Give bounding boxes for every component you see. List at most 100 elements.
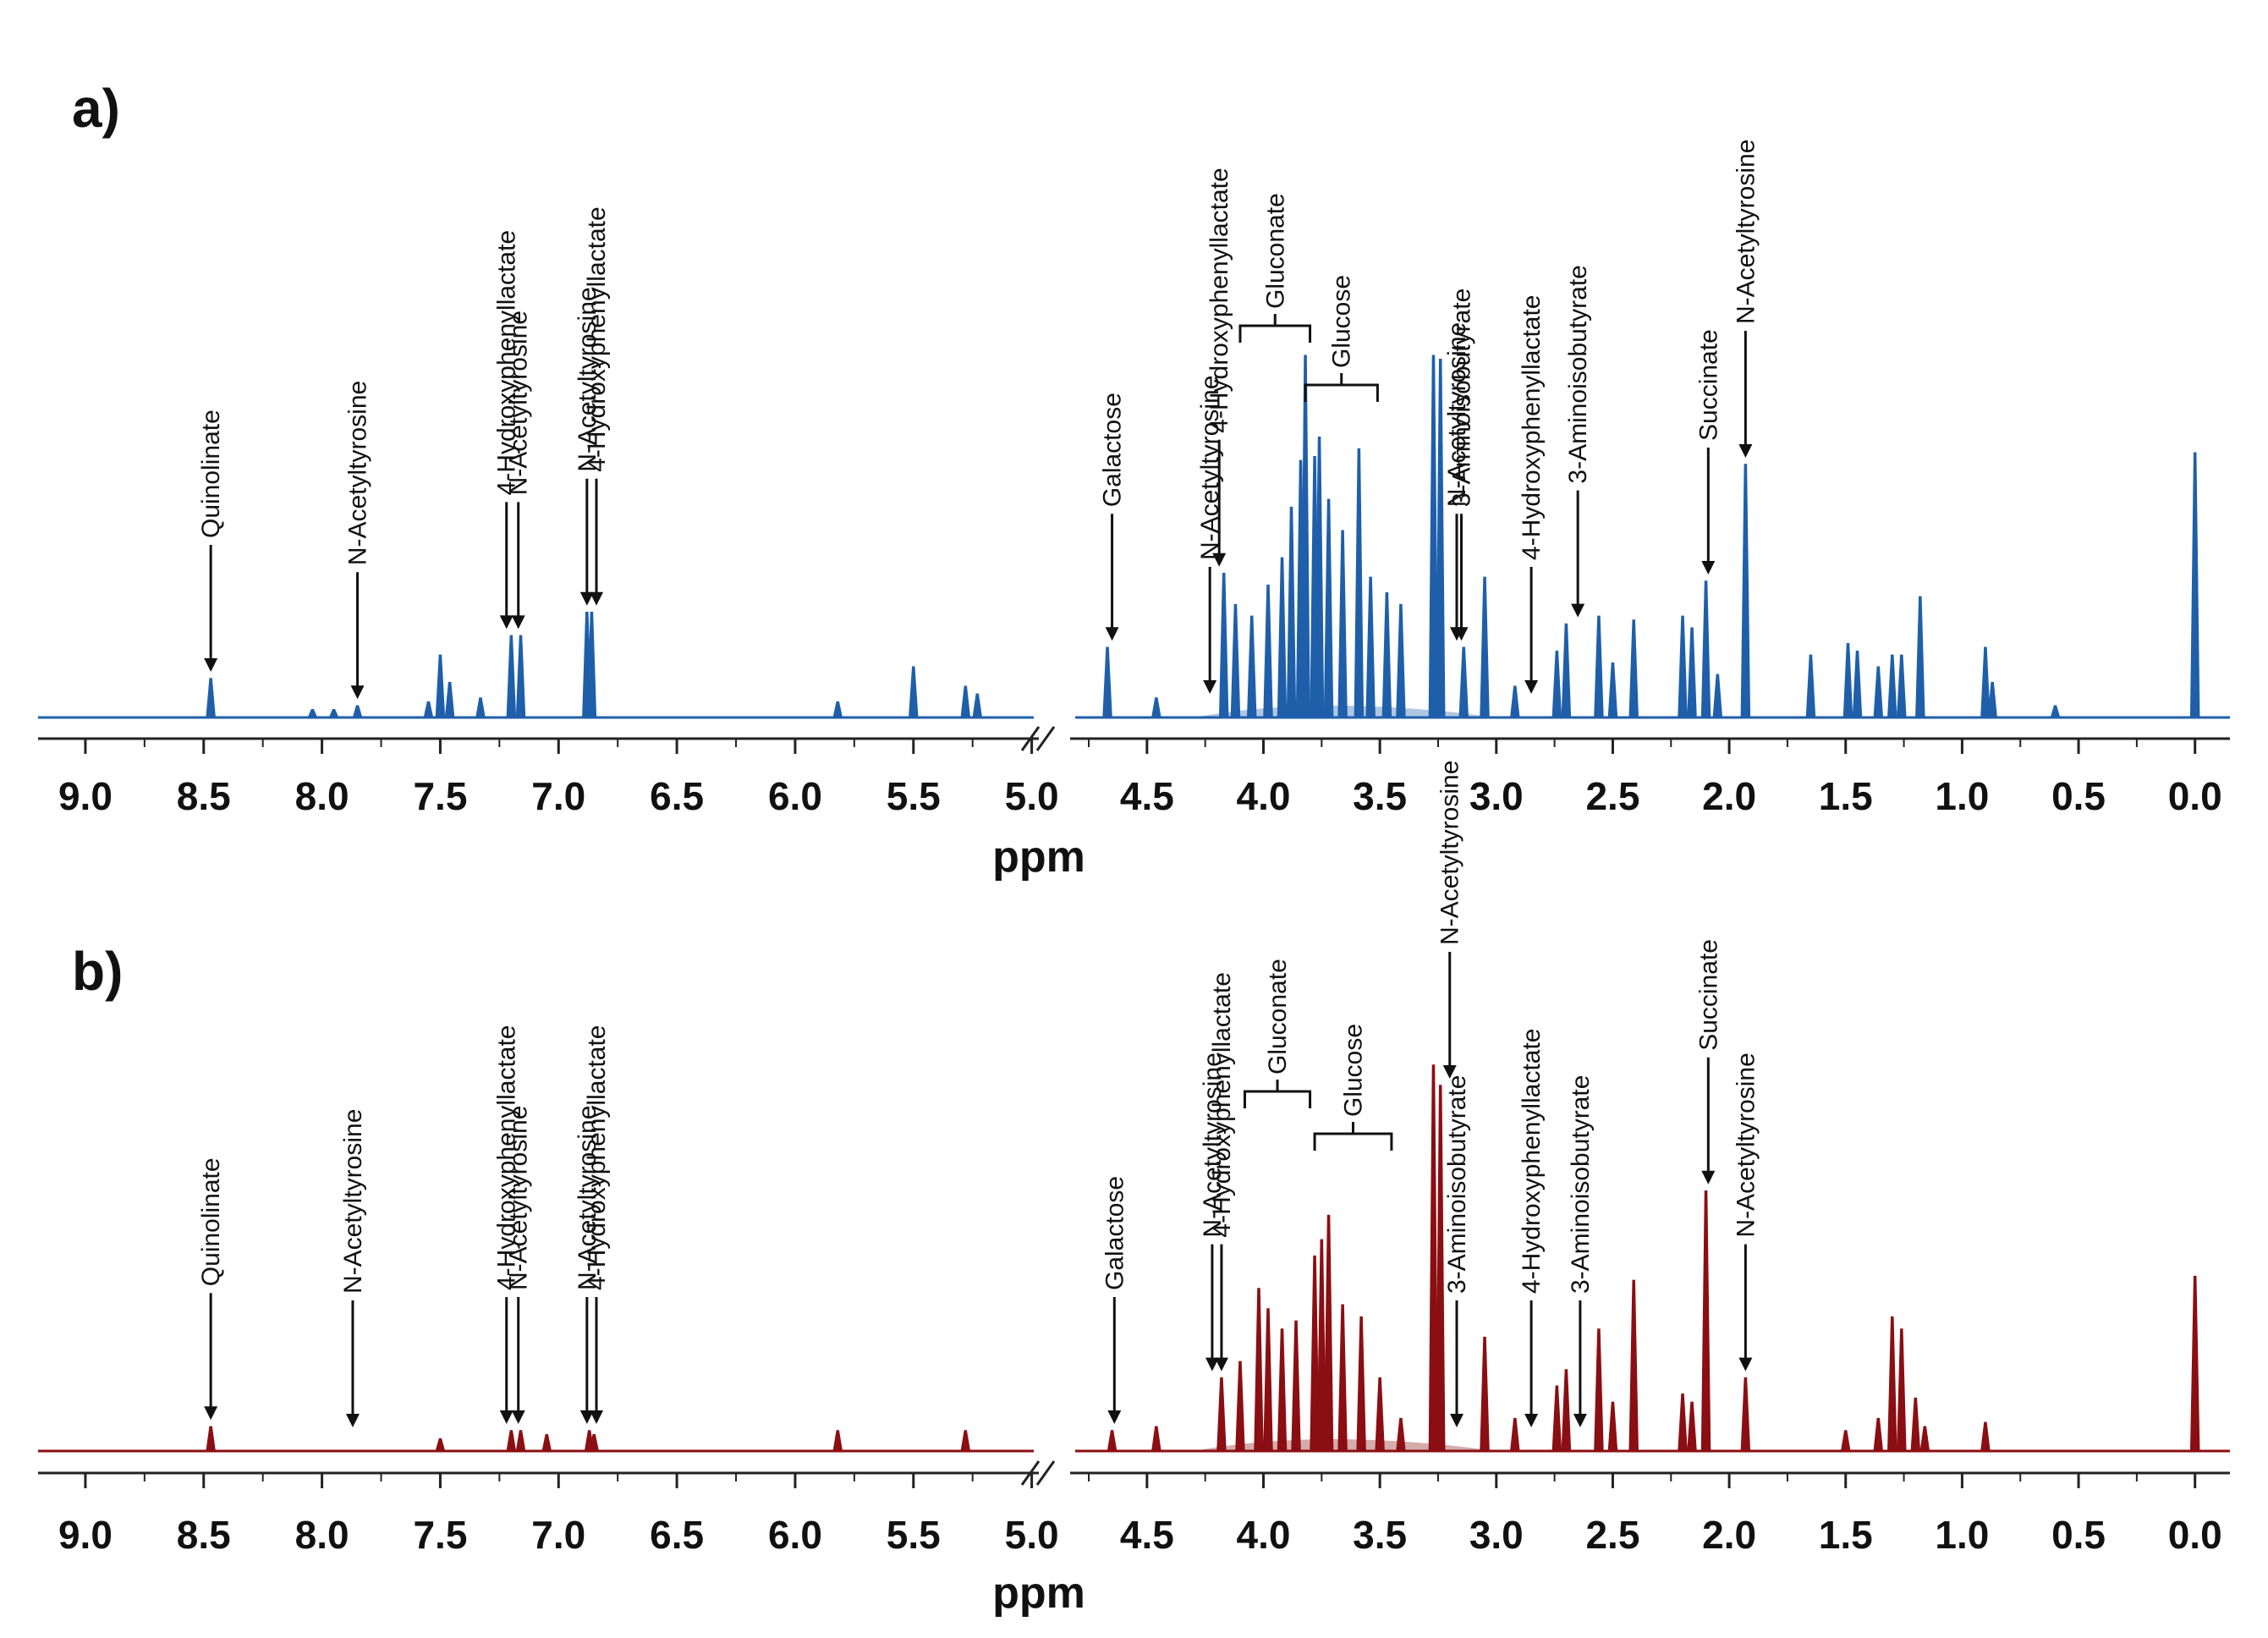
spectrum-peak xyxy=(1375,1377,1385,1452)
spectrum-peak xyxy=(541,1434,552,1452)
spectrum-peak xyxy=(1216,1377,1227,1452)
annotation-label: Gluconate xyxy=(1261,193,1289,309)
x-tick-label: 7.0 xyxy=(531,1513,585,1557)
spectrum-peak xyxy=(1428,1064,1439,1452)
spectrum-peak xyxy=(1314,437,1325,718)
spectrum-peak xyxy=(1435,359,1446,718)
x-tick-label: 1.0 xyxy=(1935,774,1989,818)
x-tick-label: 4.0 xyxy=(1237,774,1291,818)
spectrum-peak xyxy=(1263,584,1273,718)
spectrum-peak xyxy=(1396,603,1406,718)
spectrum-peak xyxy=(1310,1255,1320,1452)
spectrum-peak xyxy=(1678,1393,1688,1452)
axis-break-mark xyxy=(1035,726,1056,751)
arrowhead xyxy=(1454,627,1469,641)
annotation-label: N-Acetyltyrosine xyxy=(344,381,372,565)
x-tick-label: 5.0 xyxy=(1005,774,1059,818)
panel-label: a) xyxy=(72,78,120,139)
spectrum-peak xyxy=(1805,654,1816,718)
spectrum-peak xyxy=(435,1437,446,1452)
spectrum-peak xyxy=(1700,580,1711,718)
x-tick-label: 5.5 xyxy=(887,1513,941,1557)
annotation-label: Quinolinate xyxy=(197,1157,225,1286)
spectrum-peak xyxy=(1435,1085,1446,1452)
spectrum-peak xyxy=(908,666,919,718)
panel-b: b) 9.0 8.5 8.0 7.5 7.0 6.5 6.0 5.5 5.0 4.5 4.0 3.5 3.… xyxy=(38,761,2230,1618)
annotation-label: N-Acetyltyrosine xyxy=(1732,1053,1760,1237)
x-tick-label: 4.5 xyxy=(1120,774,1174,818)
spectrum-peak xyxy=(1840,1430,1851,1452)
spectrum-peak xyxy=(506,1430,517,1452)
arrowhead xyxy=(1205,1357,1219,1371)
arrowhead xyxy=(1107,1410,1122,1424)
spectrum-peak xyxy=(1150,697,1161,718)
annotation-label: 4-Hydroxyphenyllactate xyxy=(1518,1029,1546,1294)
spectrum-peak xyxy=(1740,464,1751,718)
x-tick-label: 5.5 xyxy=(887,774,941,818)
spectrum-peak xyxy=(1873,666,1884,718)
annotation-bracket xyxy=(1238,314,1312,343)
spectrum-peak xyxy=(1337,530,1348,718)
annotation-label: N-Acetyltyrosine xyxy=(505,1106,533,1290)
spectrum-peak xyxy=(1842,642,1853,718)
spectrum-peak xyxy=(1316,1239,1327,1452)
x-tick-label: 9.0 xyxy=(58,1513,113,1557)
annotation-label: N-Acetyltyrosine xyxy=(574,287,601,471)
axis-break-mark xyxy=(1020,726,1041,751)
spectrum-peak xyxy=(1980,646,1991,718)
x-tick-label: 0.5 xyxy=(2051,774,2106,818)
x-tick-label: 3.5 xyxy=(1353,1513,1407,1557)
spectrum-peak xyxy=(1458,646,1469,718)
x-tick-label: 2.5 xyxy=(1585,774,1639,818)
spectrum-peak xyxy=(1594,1328,1604,1452)
annotation-label: 3-Aminoisobutyrate xyxy=(1448,289,1476,507)
spectrum-peak xyxy=(1291,1320,1301,1452)
spectrum-peak xyxy=(1218,573,1229,718)
annotation-label: N-Acetyltyrosine xyxy=(505,311,533,495)
x-tick-label: 6.0 xyxy=(768,1513,822,1557)
spectrum-peak xyxy=(1286,506,1297,718)
arrowhead xyxy=(1524,1414,1539,1427)
spectrum-peak xyxy=(352,705,363,718)
arrowhead xyxy=(511,615,525,629)
annotation-label: 4-Hydroxyphenyllactate xyxy=(493,230,521,496)
spectrum-peak xyxy=(1915,596,1925,718)
axis-break-mark xyxy=(1020,1460,1041,1486)
spectrum-peak xyxy=(1263,1308,1273,1452)
spectrum-peak xyxy=(589,1434,600,1452)
x-tick-label: 2.0 xyxy=(1702,774,1756,818)
spectrum-peak xyxy=(1356,1316,1366,1452)
spectrum-peak xyxy=(1987,681,1998,718)
spectrum-peak xyxy=(1509,685,1520,718)
spectrum-peak xyxy=(206,1426,217,1452)
x-tick-label: 0.0 xyxy=(2168,774,2222,818)
spectrum-peak xyxy=(1428,355,1439,718)
spectrum-peak xyxy=(1230,603,1241,718)
x-tick-label: 9.0 xyxy=(58,774,113,818)
spectrum-peak xyxy=(307,709,318,718)
arrowhead xyxy=(1105,627,1119,641)
arrowhead xyxy=(1571,603,1585,618)
x-tick-label: 2.5 xyxy=(1585,1513,1639,1557)
axis-break-mark xyxy=(1035,1460,1056,1486)
arrowhead xyxy=(1212,552,1227,567)
annotation-bracket xyxy=(1243,1080,1312,1108)
spectrum-peak xyxy=(1381,592,1392,718)
spectrum-peak xyxy=(1628,1279,1639,1452)
arrowhead xyxy=(1573,1414,1587,1427)
x-tick-label: 6.5 xyxy=(650,1513,704,1557)
annotation-label: 4-Hydroxyphenyllactate xyxy=(583,206,611,472)
annotation-label: N-Acetyltyrosine xyxy=(1436,761,1464,945)
annotation-label: Glucose xyxy=(1339,1024,1367,1117)
spectrum-peak xyxy=(1354,448,1365,718)
spectrum-peak xyxy=(1323,498,1334,718)
annotation-label: N-Acetyltyrosine xyxy=(574,1106,601,1290)
panel-a: a) 9.0 8.5 8.0 7.5 7.0 6.5 6.0 5.5 5.0 4.5 4.0 3.5 3.… xyxy=(38,78,2230,882)
arrowhead xyxy=(590,591,604,606)
spectrum-peak xyxy=(1687,1401,1697,1452)
annotation-label: N-Acetyltyrosine xyxy=(1199,1053,1227,1237)
arrowhead xyxy=(579,1410,594,1424)
spectrum-peak xyxy=(1897,1328,1907,1452)
spectrum-peak xyxy=(515,635,526,718)
